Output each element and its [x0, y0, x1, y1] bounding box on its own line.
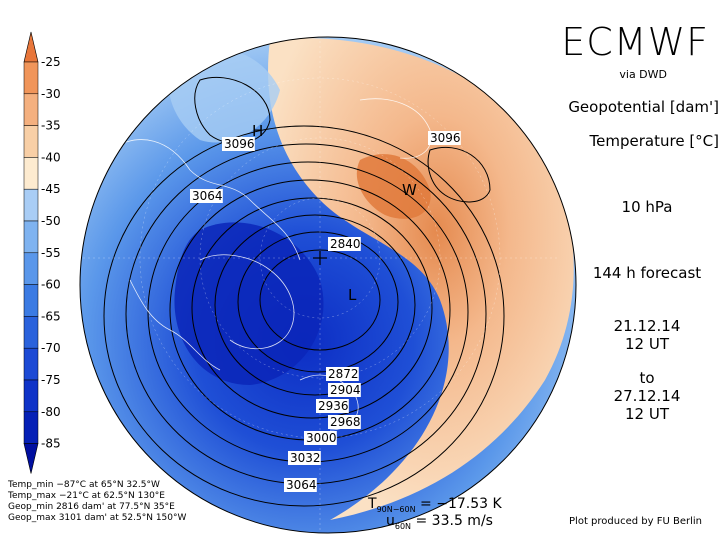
forecast-hours: 144 h forecast	[592, 264, 702, 282]
init-date: 21.12.14	[613, 317, 681, 335]
colorbar-level-label: -80	[41, 405, 61, 419]
contour-label-bg	[326, 367, 359, 381]
index-u-symbol: u	[386, 513, 395, 529]
contour-label-bg	[428, 131, 461, 145]
contour-label: 2904	[330, 383, 361, 397]
colorbar-level-label: -75	[41, 373, 61, 387]
colorbar-level-label: -60	[41, 278, 61, 292]
index-u-value: = 33.5 m/s	[415, 513, 493, 529]
index-t-value: = −17.53 K	[420, 496, 502, 512]
index-temperature: T90N−60N = −17.53 K	[368, 496, 502, 514]
field-geopotential: Geopotential [dam']	[568, 98, 719, 116]
colorbar: -25 -30 -35 -40 -45 -50 -55 -60 -65 -70 -75 -80 -85	[23, 31, 61, 474]
stat-temp-max: Temp_max −21°C at 62.5°N 130°E	[8, 491, 165, 501]
contour-label: 3032	[290, 451, 321, 465]
contour-label: 3064	[192, 189, 223, 203]
pressure-level: 10 hPa	[621, 198, 673, 216]
contour-label-bg	[328, 237, 361, 251]
contour-label: 2936	[318, 399, 349, 413]
colorbar-level-label: -70	[41, 341, 61, 355]
contour-label-bg	[284, 478, 317, 492]
contour-label: 2968	[330, 415, 361, 429]
colorbar-level-label: -85	[41, 437, 61, 451]
marker-warm: W	[402, 181, 417, 199]
index-t-symbol: T	[368, 496, 377, 512]
contour-labels: 3096 3096 3064 2840 2872 2904 2936 2968 3000 3032…	[190, 131, 461, 492]
brand-title: ECMWF	[561, 20, 709, 64]
contour-label-bg	[328, 415, 361, 429]
map-disc	[80, 37, 576, 533]
graticule	[80, 37, 560, 533]
contour-label: 3064	[286, 478, 317, 492]
contour-label-bg	[222, 137, 255, 151]
contour-label-bg	[190, 189, 223, 203]
contour-label: 2840	[330, 237, 361, 251]
index-t-sub: 90N−60N	[376, 504, 416, 514]
to-label: to	[639, 369, 655, 387]
colorbar-level-label: -45	[41, 182, 61, 196]
cold-core	[174, 222, 324, 385]
valid-date: 27.12.14	[613, 387, 681, 405]
colorbar-level-label: -50	[41, 214, 61, 228]
colorbar-level-label: -25	[41, 55, 61, 69]
contour-label: 3096	[224, 137, 255, 151]
colorbar-level-label: -55	[41, 246, 61, 260]
colorbar-level-label: -40	[41, 150, 61, 164]
init-time: 12 UT	[625, 335, 669, 353]
marker-high: H	[252, 122, 263, 140]
contour-label-bg	[288, 451, 321, 465]
contour-label: 3096	[430, 131, 461, 145]
warm-region	[268, 38, 574, 520]
contour-label: 2872	[328, 367, 359, 381]
colorbar-level-label: -30	[41, 87, 61, 101]
stat-geop-max: Geop_max 3101 dam' at 52.5°N 150°W	[8, 513, 187, 523]
valid-time: 12 UT	[625, 405, 669, 423]
map-border	[79, 36, 577, 534]
colorbar-level-label: -35	[41, 119, 61, 133]
contour-label-bg	[304, 431, 337, 445]
pole-marker	[313, 251, 327, 265]
credit-text: Plot produced by FU Berlin	[569, 516, 702, 527]
stat-temp-min: Temp_min −87°C at 65°N 32.5°W	[8, 480, 160, 490]
contour-label: 3000	[306, 431, 337, 445]
coastlines	[109, 98, 432, 431]
contour-label-bg	[316, 399, 349, 413]
colorbar-bottom-arrow	[23, 443, 39, 474]
colorbar-level-label: -65	[41, 309, 61, 323]
warm-core	[356, 154, 431, 219]
marker-low: L	[348, 286, 357, 304]
index-wind: u60N = 33.5 m/s	[386, 513, 493, 531]
index-u-sub: 60N	[394, 521, 412, 531]
contour-label-bg	[328, 383, 361, 397]
stats-block: Temp_min −87°C at 65°N 32.5°W Temp_max −…	[8, 480, 186, 524]
source-label: via DWD	[619, 68, 667, 81]
stat-geop-min: Geop_min 2816 dam' at 77.5°N 35°E	[8, 502, 175, 512]
field-temperature: Temperature [°C]	[589, 132, 719, 150]
